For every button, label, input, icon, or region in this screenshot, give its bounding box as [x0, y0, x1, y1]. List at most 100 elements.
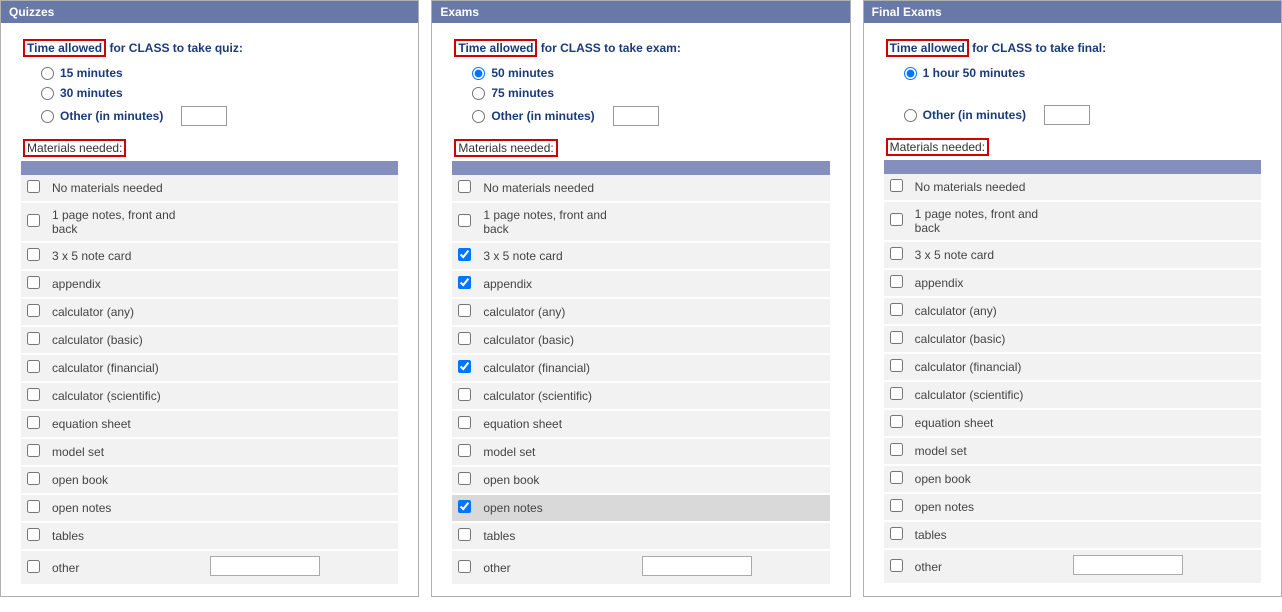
time-radio[interactable] [472, 87, 485, 100]
materials-checkbox[interactable] [458, 214, 471, 227]
materials-checkbox[interactable] [890, 179, 903, 192]
materials-checkbox[interactable] [890, 527, 903, 540]
time-radio[interactable] [41, 110, 54, 123]
materials-row[interactable]: 3 x 5 note card [452, 242, 829, 270]
materials-checkbox[interactable] [458, 304, 471, 317]
materials-checkbox[interactable] [27, 444, 40, 457]
materials-checkbox[interactable] [890, 359, 903, 372]
materials-other-textarea[interactable] [210, 556, 320, 576]
time-radio-row[interactable]: 1 hour 50 minutes [904, 63, 1267, 83]
time-radio[interactable] [472, 67, 485, 80]
time-other-input[interactable] [613, 106, 659, 126]
materials-row[interactable]: calculator (financial) [884, 353, 1261, 381]
materials-row[interactable]: open book [21, 466, 398, 494]
materials-checkbox[interactable] [27, 304, 40, 317]
materials-checkbox[interactable] [27, 360, 40, 373]
materials-checkbox[interactable] [890, 275, 903, 288]
materials-row[interactable]: open notes [452, 494, 829, 522]
materials-checkbox[interactable] [890, 247, 903, 260]
materials-checkbox[interactable] [890, 213, 903, 226]
materials-checkbox[interactable] [27, 180, 40, 193]
materials-row[interactable]: model set [884, 437, 1261, 465]
materials-row[interactable]: appendix [21, 270, 398, 298]
materials-checkbox[interactable] [27, 472, 40, 485]
time-radio-row[interactable]: 30 minutes [41, 83, 404, 103]
materials-checkbox[interactable] [890, 559, 903, 572]
time-radio-row[interactable]: 15 minutes [41, 63, 404, 83]
materials-row[interactable]: other [452, 550, 829, 585]
materials-row[interactable]: 3 x 5 note card [21, 242, 398, 270]
materials-checkbox[interactable] [27, 500, 40, 513]
time-radio[interactable] [41, 67, 54, 80]
materials-checkbox[interactable] [27, 416, 40, 429]
materials-checkbox[interactable] [890, 415, 903, 428]
materials-checkbox[interactable] [458, 332, 471, 345]
materials-row[interactable]: open book [452, 466, 829, 494]
materials-other-textarea[interactable] [1073, 555, 1183, 575]
materials-row[interactable]: appendix [884, 269, 1261, 297]
materials-row[interactable]: 1 page notes, front and back [21, 202, 398, 242]
materials-checkbox[interactable] [27, 528, 40, 541]
materials-checkbox[interactable] [890, 499, 903, 512]
materials-row[interactable]: No materials needed [452, 175, 829, 202]
materials-row[interactable]: appendix [452, 270, 829, 298]
time-other-input[interactable] [181, 106, 227, 126]
materials-checkbox[interactable] [458, 416, 471, 429]
materials-row[interactable]: other [884, 549, 1261, 584]
materials-checkbox[interactable] [458, 472, 471, 485]
materials-row[interactable]: open book [884, 465, 1261, 493]
time-radio[interactable] [41, 87, 54, 100]
materials-other-textarea[interactable] [642, 556, 752, 576]
materials-row[interactable]: open notes [21, 494, 398, 522]
materials-row[interactable]: calculator (financial) [21, 354, 398, 382]
materials-checkbox[interactable] [27, 248, 40, 261]
materials-row[interactable]: calculator (scientific) [21, 382, 398, 410]
materials-row[interactable]: other [21, 550, 398, 585]
materials-checkbox[interactable] [458, 560, 471, 573]
materials-checkbox[interactable] [458, 248, 471, 261]
time-radio[interactable] [904, 109, 917, 122]
materials-row[interactable]: calculator (any) [884, 297, 1261, 325]
time-radio[interactable] [472, 110, 485, 123]
materials-checkbox[interactable] [890, 331, 903, 344]
materials-row[interactable]: calculator (basic) [21, 326, 398, 354]
time-radio[interactable] [904, 67, 917, 80]
materials-row[interactable]: calculator (basic) [884, 325, 1261, 353]
materials-row[interactable]: 3 x 5 note card [884, 241, 1261, 269]
materials-row[interactable]: calculator (scientific) [884, 381, 1261, 409]
materials-row[interactable]: calculator (basic) [452, 326, 829, 354]
materials-checkbox[interactable] [458, 388, 471, 401]
materials-checkbox[interactable] [890, 443, 903, 456]
materials-row[interactable]: calculator (financial) [452, 354, 829, 382]
materials-row[interactable]: calculator (any) [21, 298, 398, 326]
materials-checkbox[interactable] [458, 500, 471, 513]
materials-row[interactable]: model set [452, 438, 829, 466]
materials-row[interactable]: 1 page notes, front and back [452, 202, 829, 242]
materials-checkbox[interactable] [458, 276, 471, 289]
materials-checkbox[interactable] [458, 180, 471, 193]
time-radio-row[interactable]: Other (in minutes) [41, 103, 404, 129]
materials-row[interactable]: No materials needed [21, 175, 398, 202]
materials-row[interactable]: calculator (scientific) [452, 382, 829, 410]
time-radio-row[interactable]: 50 minutes [472, 63, 835, 83]
materials-checkbox[interactable] [890, 303, 903, 316]
materials-checkbox[interactable] [27, 388, 40, 401]
materials-row[interactable]: calculator (any) [452, 298, 829, 326]
time-other-input[interactable] [1044, 105, 1090, 125]
materials-checkbox[interactable] [458, 528, 471, 541]
materials-checkbox[interactable] [27, 276, 40, 289]
materials-row[interactable]: equation sheet [452, 410, 829, 438]
materials-row[interactable]: tables [884, 521, 1261, 549]
materials-row[interactable]: 1 page notes, front and back [884, 201, 1261, 241]
materials-row[interactable]: model set [21, 438, 398, 466]
materials-row[interactable]: equation sheet [884, 409, 1261, 437]
materials-checkbox[interactable] [27, 214, 40, 227]
time-radio-row[interactable]: Other (in minutes) [904, 102, 1267, 128]
materials-checkbox[interactable] [458, 360, 471, 373]
materials-row[interactable]: open notes [884, 493, 1261, 521]
time-radio-row[interactable]: 75 minutes [472, 83, 835, 103]
materials-checkbox[interactable] [27, 560, 40, 573]
materials-row[interactable]: tables [452, 522, 829, 550]
materials-row[interactable]: equation sheet [21, 410, 398, 438]
materials-checkbox[interactable] [890, 471, 903, 484]
